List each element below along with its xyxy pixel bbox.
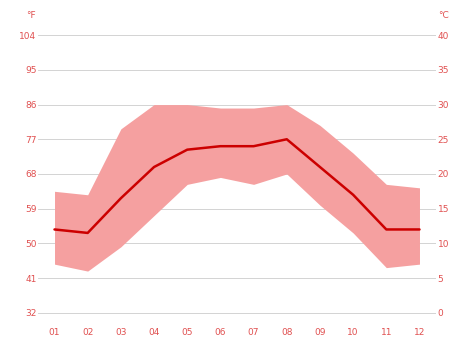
Text: °F: °F [26, 11, 36, 20]
Text: °C: °C [438, 11, 449, 20]
